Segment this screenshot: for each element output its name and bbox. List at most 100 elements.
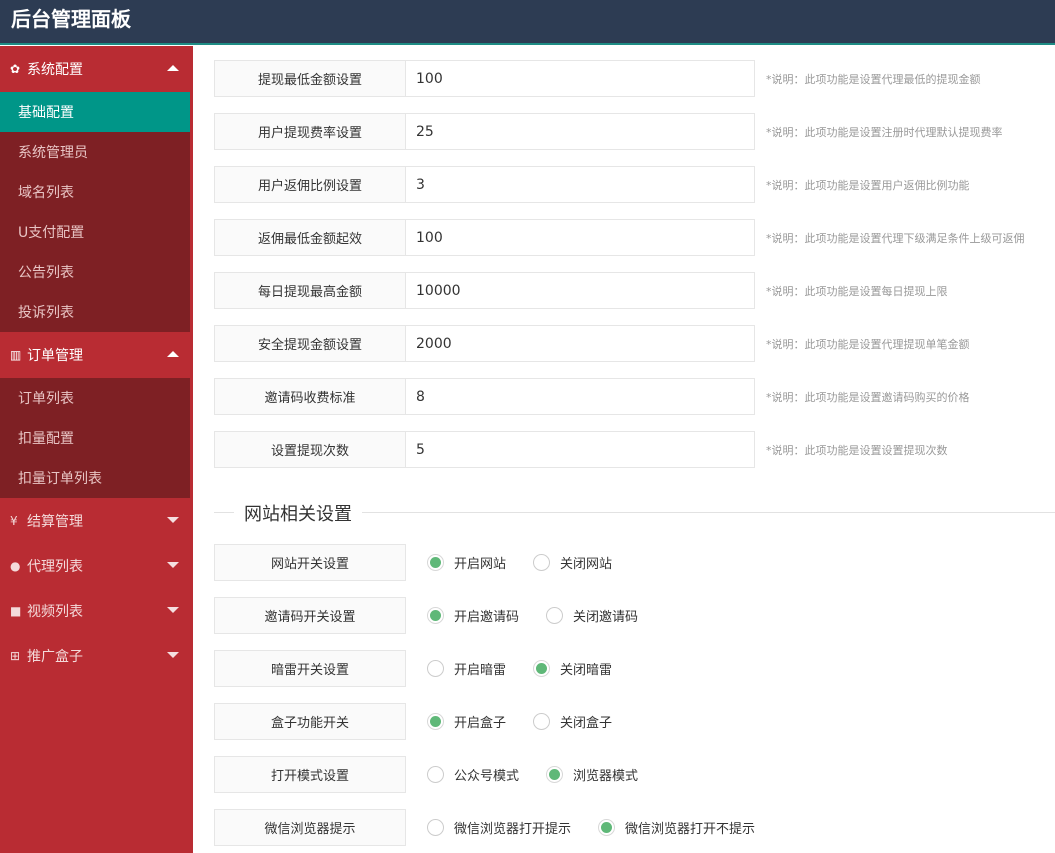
radio-label: 开启网站: [454, 557, 507, 572]
field-input[interactable]: [406, 166, 755, 203]
radio-circle[interactable]: [427, 607, 444, 624]
sidebar-item[interactable]: 订单列表: [18, 391, 74, 407]
field-input[interactable]: [406, 378, 755, 415]
radio-circle[interactable]: [533, 554, 551, 571]
switch-row: 网站开关设置 开启网站 关闭网站: [214, 544, 618, 581]
main-content: 网站相关设置 提现最低金额设置 *说明：此项功能是设置代理最低的提现金额用户提现费…: [193, 46, 1055, 853]
field-label: 返佣最低金额起效: [214, 219, 406, 256]
field-label: 用户提现费率设置: [214, 113, 406, 150]
radio-option[interactable]: 微信浏览器打开不提示: [598, 818, 755, 837]
field-input[interactable]: [406, 431, 755, 468]
divider-line: [214, 512, 1055, 513]
switch-label: 微信浏览器提示: [214, 809, 406, 846]
bar-chart-icon: ▥: [10, 348, 22, 362]
caret-down-icon: [167, 652, 179, 658]
switch-row: 微信浏览器提示 微信浏览器打开提示 微信浏览器打开不提示: [214, 809, 761, 846]
radio-circle[interactable]: [546, 607, 564, 624]
radio-option[interactable]: 浏览器模式: [546, 765, 638, 784]
sidebar-group-1[interactable]: ▥ 订单管理: [0, 332, 193, 378]
field-input[interactable]: [406, 113, 755, 150]
sidebar-group-label: 视频列表: [27, 603, 83, 620]
sidebar-group-3[interactable]: ● 代理列表: [0, 543, 193, 588]
switch-row: 打开模式设置 公众号模式 浏览器模式: [214, 756, 644, 793]
field-hint: *说明：此项功能是设置代理下级满足条件上级可返佣: [766, 231, 1025, 245]
field-hint: *说明：此项功能是设置代理提现单笔金额: [766, 337, 970, 351]
form-row: 设置提现次数 *说明：此项功能是设置设置提现次数: [214, 431, 948, 468]
field-input[interactable]: [406, 60, 755, 97]
radio-option[interactable]: 公众号模式: [427, 765, 519, 784]
section-divider: 网站相关设置: [214, 500, 1055, 526]
radio-label: 微信浏览器打开提示: [454, 822, 572, 837]
radio-label: 关闭盒子: [560, 716, 613, 731]
radio-option[interactable]: 开启邀请码: [427, 606, 519, 625]
form-row: 用户返佣比例设置 *说明：此项功能是设置用户返佣比例功能: [214, 166, 970, 203]
radio-option[interactable]: 开启网站: [427, 553, 506, 572]
radio-circle[interactable]: [546, 766, 564, 783]
gear-icon: ✿: [10, 62, 21, 76]
header: 后台管理面板: [0, 0, 1055, 45]
radio-circle[interactable]: [598, 819, 616, 836]
radio-label: 开启暗雷: [454, 663, 507, 678]
sidebar-item[interactable]: 扣量订单列表: [18, 471, 102, 487]
form-row: 每日提现最高金额 *说明：此项功能是设置每日提现上限: [214, 272, 948, 309]
sidebar-item[interactable]: 投诉列表: [18, 305, 74, 321]
radio-circle[interactable]: [427, 766, 444, 783]
sidebar-submenu: 订单列表扣量配置扣量订单列表: [0, 378, 190, 498]
form-row: 用户提现费率设置 *说明：此项功能是设置注册时代理默认提现费率: [214, 113, 1003, 150]
sidebar-group-label: 代理列表: [27, 558, 83, 575]
yen-icon: ¥: [10, 513, 18, 528]
sidebar: ✿ 系统配置基础配置系统管理员域名列表 U支付配置公告列表投诉列表 ▥ 订单管理订单列表…: [0, 46, 193, 853]
radio-label: 开启邀请码: [454, 610, 520, 625]
radio-label: 浏览器模式: [573, 769, 639, 784]
switch-label: 网站开关设置: [214, 544, 406, 581]
radio-label: 关闭网站: [560, 557, 613, 572]
sidebar-group-label: 推广盒子: [27, 648, 83, 665]
radio-circle[interactable]: [427, 660, 444, 677]
sidebar-group-label: 结算管理: [27, 513, 83, 530]
sidebar-item[interactable]: 域名列表: [18, 185, 74, 201]
form-row: 邀请码收费标准 *说明：此项功能是设置邀请码购买的价格: [214, 378, 970, 415]
sidebar-item[interactable]: 扣量配置: [18, 431, 74, 447]
sidebar-group-0[interactable]: ✿ 系统配置: [0, 46, 193, 92]
radio-circle[interactable]: [427, 713, 444, 730]
sidebar-group-5[interactable]: ⊞ 推广盒子: [0, 633, 193, 678]
switch-label: 打开模式设置: [214, 756, 406, 793]
radio-circle[interactable]: [427, 554, 444, 571]
radio-label: 开启盒子: [454, 716, 507, 731]
sidebar-item[interactable]: 公告列表: [18, 265, 74, 281]
caret-down-icon: [167, 517, 179, 523]
radio-option[interactable]: 关闭邀请码: [546, 606, 638, 625]
field-input[interactable]: [406, 325, 755, 362]
field-label: 安全提现金额设置: [214, 325, 406, 362]
field-hint: *说明：此项功能是设置用户返佣比例功能: [766, 178, 970, 192]
sidebar-item[interactable]: 基础配置: [0, 92, 190, 132]
field-label: 每日提现最高金额: [214, 272, 406, 309]
radio-option[interactable]: 开启暗雷: [427, 659, 506, 678]
switch-row: 盒子功能开关 开启盒子 关闭盒子: [214, 703, 618, 740]
radio-circle[interactable]: [533, 713, 551, 730]
field-hint: *说明：此项功能是设置注册时代理默认提现费率: [766, 125, 1003, 139]
table-icon: ⊞: [10, 648, 21, 663]
sidebar-group-label: 系统配置: [27, 62, 83, 78]
radio-option[interactable]: 关闭网站: [533, 553, 612, 572]
radio-option[interactable]: 关闭盒子: [533, 712, 612, 731]
field-input[interactable]: [406, 272, 755, 309]
radio-option[interactable]: 关闭暗雷: [533, 659, 612, 678]
field-label: 邀请码收费标准: [214, 378, 406, 415]
sidebar-group-4[interactable]: ■ 视频列表: [0, 588, 193, 633]
field-input[interactable]: [406, 219, 755, 256]
radio-option[interactable]: 微信浏览器打开提示: [427, 818, 571, 837]
radio-circle[interactable]: [533, 660, 551, 677]
sidebar-group-label: 订单管理: [27, 348, 83, 364]
sidebar-item[interactable]: 系统管理员: [18, 145, 88, 161]
caret-down-icon: [167, 562, 179, 568]
section-title: 网站相关设置: [234, 500, 362, 526]
switch-label: 暗雷开关设置: [214, 650, 406, 687]
radio-option[interactable]: 开启盒子: [427, 712, 506, 731]
radio-label: 关闭邀请码: [573, 610, 639, 625]
video-icon: ■: [10, 603, 22, 618]
sidebar-item[interactable]: U支付配置: [18, 225, 85, 241]
caret-down-icon: [167, 607, 179, 613]
sidebar-group-2[interactable]: ¥ 结算管理: [0, 498, 193, 543]
radio-circle[interactable]: [427, 819, 444, 836]
